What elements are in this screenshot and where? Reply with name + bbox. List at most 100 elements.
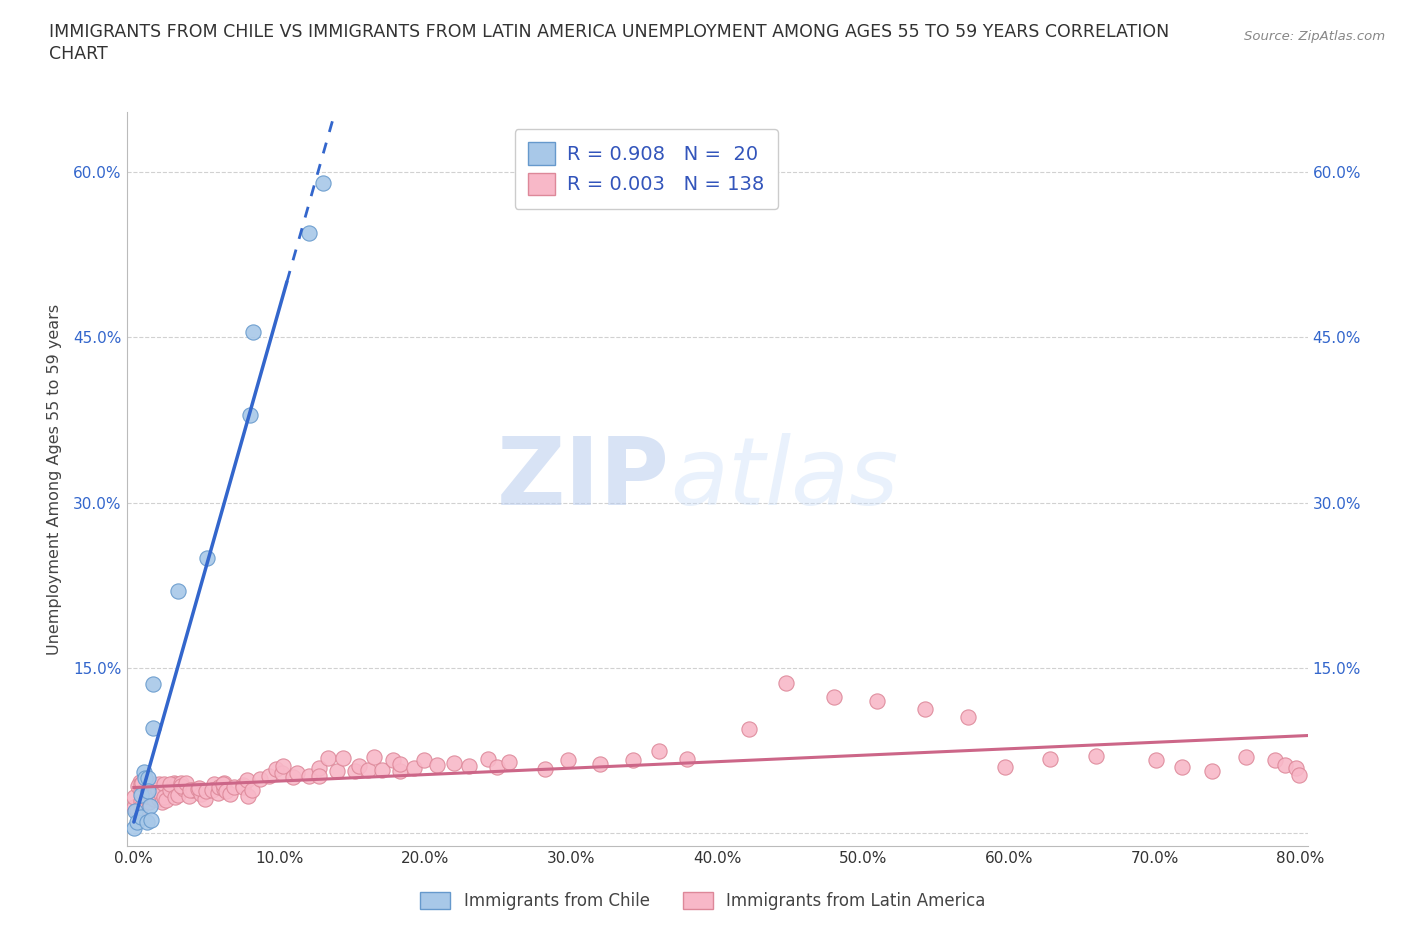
Point <box>195 551 218 565</box>
Point <box>131 776 153 790</box>
Point <box>132 765 155 780</box>
Point <box>264 762 287 777</box>
Point <box>170 776 193 790</box>
Point <box>312 176 335 191</box>
Point <box>281 769 304 784</box>
Point <box>236 789 259 804</box>
Point <box>413 752 436 767</box>
Point <box>149 788 172 803</box>
Point <box>129 809 152 824</box>
Point <box>425 757 447 772</box>
Point <box>129 793 152 808</box>
Point <box>1288 768 1310 783</box>
Point <box>326 764 349 778</box>
Point <box>240 783 263 798</box>
Point <box>141 813 163 828</box>
Point <box>163 776 186 790</box>
Point <box>239 407 262 422</box>
Point <box>1144 752 1167 767</box>
Point <box>212 776 235 790</box>
Text: IMMIGRANTS FROM CHILE VS IMMIGRANTS FROM LATIN AMERICA UNEMPLOYMENT AMONG AGES 5: IMMIGRANTS FROM CHILE VS IMMIGRANTS FROM… <box>49 23 1170 41</box>
Point <box>139 798 162 813</box>
Point <box>194 792 217 807</box>
Point <box>138 784 160 799</box>
Point <box>914 702 936 717</box>
Point <box>136 815 159 830</box>
Point <box>218 787 240 802</box>
Point <box>201 782 224 797</box>
Point <box>122 790 145 804</box>
Point <box>142 777 165 791</box>
Point <box>207 785 229 800</box>
Point <box>1234 750 1257 764</box>
Point <box>477 751 499 766</box>
Point <box>458 758 481 773</box>
Point <box>249 772 271 787</box>
Point <box>1264 752 1286 767</box>
Point <box>150 794 173 809</box>
Point <box>163 790 186 804</box>
Point <box>298 768 321 783</box>
Point <box>1274 757 1296 772</box>
Point <box>177 789 200 804</box>
Point <box>287 766 309 781</box>
Point <box>498 754 520 769</box>
Point <box>1039 751 1062 766</box>
Point <box>134 771 156 786</box>
Point <box>257 768 280 783</box>
Y-axis label: Unemployment Among Ages 55 to 59 years: Unemployment Among Ages 55 to 59 years <box>46 303 62 655</box>
Point <box>125 804 148 818</box>
Point <box>124 804 146 818</box>
Point <box>1201 764 1223 779</box>
Point <box>148 776 170 790</box>
Point <box>357 763 380 777</box>
Point <box>823 689 845 704</box>
Point <box>183 782 205 797</box>
Point <box>202 777 225 791</box>
Point <box>169 778 191 793</box>
Point <box>148 791 170 806</box>
Point <box>122 820 145 835</box>
Point <box>486 759 509 774</box>
Point <box>142 677 165 692</box>
Point <box>242 325 264 339</box>
Point <box>208 779 231 794</box>
Point <box>155 792 177 807</box>
Point <box>1171 760 1194 775</box>
Point <box>308 768 330 783</box>
Point <box>129 800 152 815</box>
Point <box>1285 761 1308 776</box>
Point <box>142 791 165 806</box>
Point <box>159 782 181 797</box>
Point <box>127 779 149 794</box>
Text: atlas: atlas <box>669 433 898 525</box>
Text: Source: ZipAtlas.com: Source: ZipAtlas.com <box>1244 30 1385 43</box>
Point <box>136 789 159 804</box>
Point <box>148 782 170 797</box>
Point <box>389 757 412 772</box>
Point <box>232 777 254 792</box>
Point <box>142 721 165 736</box>
Point <box>332 751 354 765</box>
Point <box>125 815 148 830</box>
Point <box>129 787 152 802</box>
Point <box>179 782 201 797</box>
Point <box>676 751 699 766</box>
Text: ZIP: ZIP <box>496 433 669 525</box>
Point <box>236 773 259 788</box>
Point <box>143 787 166 802</box>
Point <box>153 777 176 791</box>
Point <box>215 784 238 799</box>
Point <box>389 764 412 778</box>
Point <box>166 583 188 598</box>
Point <box>212 781 235 796</box>
Point <box>173 781 195 796</box>
Point <box>308 761 330 776</box>
Point <box>190 786 212 801</box>
Point <box>195 784 218 799</box>
Legend: R = 0.908   N =  20, R = 0.003   N = 138: R = 0.908 N = 20, R = 0.003 N = 138 <box>515 128 778 208</box>
Point <box>139 790 162 804</box>
Point <box>866 694 889 709</box>
Point <box>347 759 370 774</box>
Point <box>738 722 761 737</box>
